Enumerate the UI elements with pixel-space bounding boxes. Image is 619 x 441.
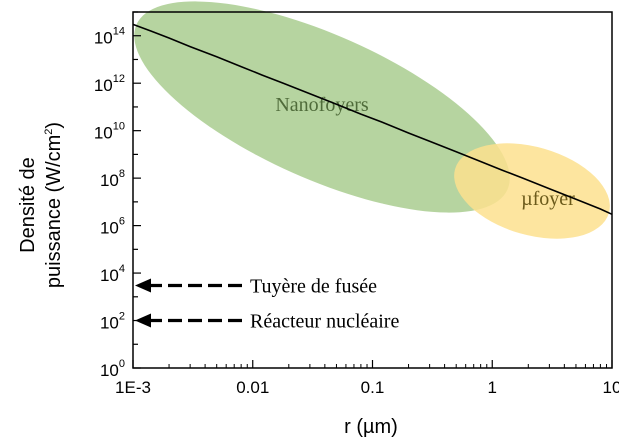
x-tick-label: 0.1 [361, 378, 385, 397]
y-tick-base: 10 [100, 219, 119, 238]
y-tick-base: 10 [100, 171, 119, 190]
y-axis-title-end: ) [43, 122, 65, 129]
y-axis-title: Densité de puissance (W/cm2) [17, 122, 65, 288]
x-axis-title: r (µm) [344, 416, 398, 438]
y-tick-base: 10 [94, 29, 113, 48]
region-label: µfoyer [521, 188, 575, 210]
series-line [132, 23, 613, 216]
y-tick-label: 104 [100, 263, 125, 285]
y-axis-title-sup: 2 [43, 129, 55, 135]
y-tick-exponent: 2 [119, 311, 125, 323]
annotation-label: Réacteur nucléaire [250, 311, 399, 333]
y-tick-label: 108 [100, 168, 125, 190]
y-axis-title-main: puissance (W/cm [43, 135, 65, 288]
y-tick-exponent: 0 [119, 358, 125, 370]
x-tick-label: 10 [603, 378, 619, 397]
y-tick-exponent: 4 [119, 263, 125, 275]
y-tick-base: 10 [94, 124, 113, 143]
x-tick-label: 1E-3 [115, 378, 151, 397]
region-nanofoyers-ellipse [134, 1, 510, 213]
annotation-group: Tuyère de fusée Réacteur nucléaire [135, 275, 399, 333]
region-group: Nanofoyers µfoyer [134, 1, 610, 239]
y-axis-title-line2: puissance (W/cm2) [43, 122, 65, 288]
y-tick-base: 10 [100, 361, 119, 380]
x-tick-label: 1 [488, 378, 497, 397]
y-tick-label: 106 [100, 216, 125, 238]
y-tick-label: 100 [100, 358, 125, 380]
x-tick-label: 0.01 [236, 378, 269, 397]
y-tick-exponent: 6 [119, 216, 125, 228]
y-tick-exponent: 10 [113, 121, 125, 133]
y-tick-exponent: 14 [113, 26, 125, 38]
annotation-label: Tuyère de fusée [250, 275, 377, 297]
annotation-arrow-head [135, 313, 151, 328]
annotation-arrow-head [135, 278, 151, 293]
y-tick-base: 10 [100, 266, 119, 285]
series-group [132, 23, 613, 216]
y-tick-base: 10 [100, 314, 119, 333]
y-axis-title-line1: Densité de [17, 157, 39, 253]
y-tick-exponent: 12 [113, 73, 125, 85]
region-label: Nanofoyers [275, 94, 369, 116]
y-tick-base: 10 [94, 76, 113, 95]
y-tick-label: 1010 [94, 121, 125, 143]
y-tick-label: 102 [100, 311, 125, 333]
y-tick-label: 1012 [94, 73, 125, 95]
y-tick-label: 1014 [94, 26, 125, 48]
x-axis: 1E-3 0.01 0.1 1 10 [115, 360, 619, 397]
y-tick-exponent: 8 [119, 168, 125, 180]
